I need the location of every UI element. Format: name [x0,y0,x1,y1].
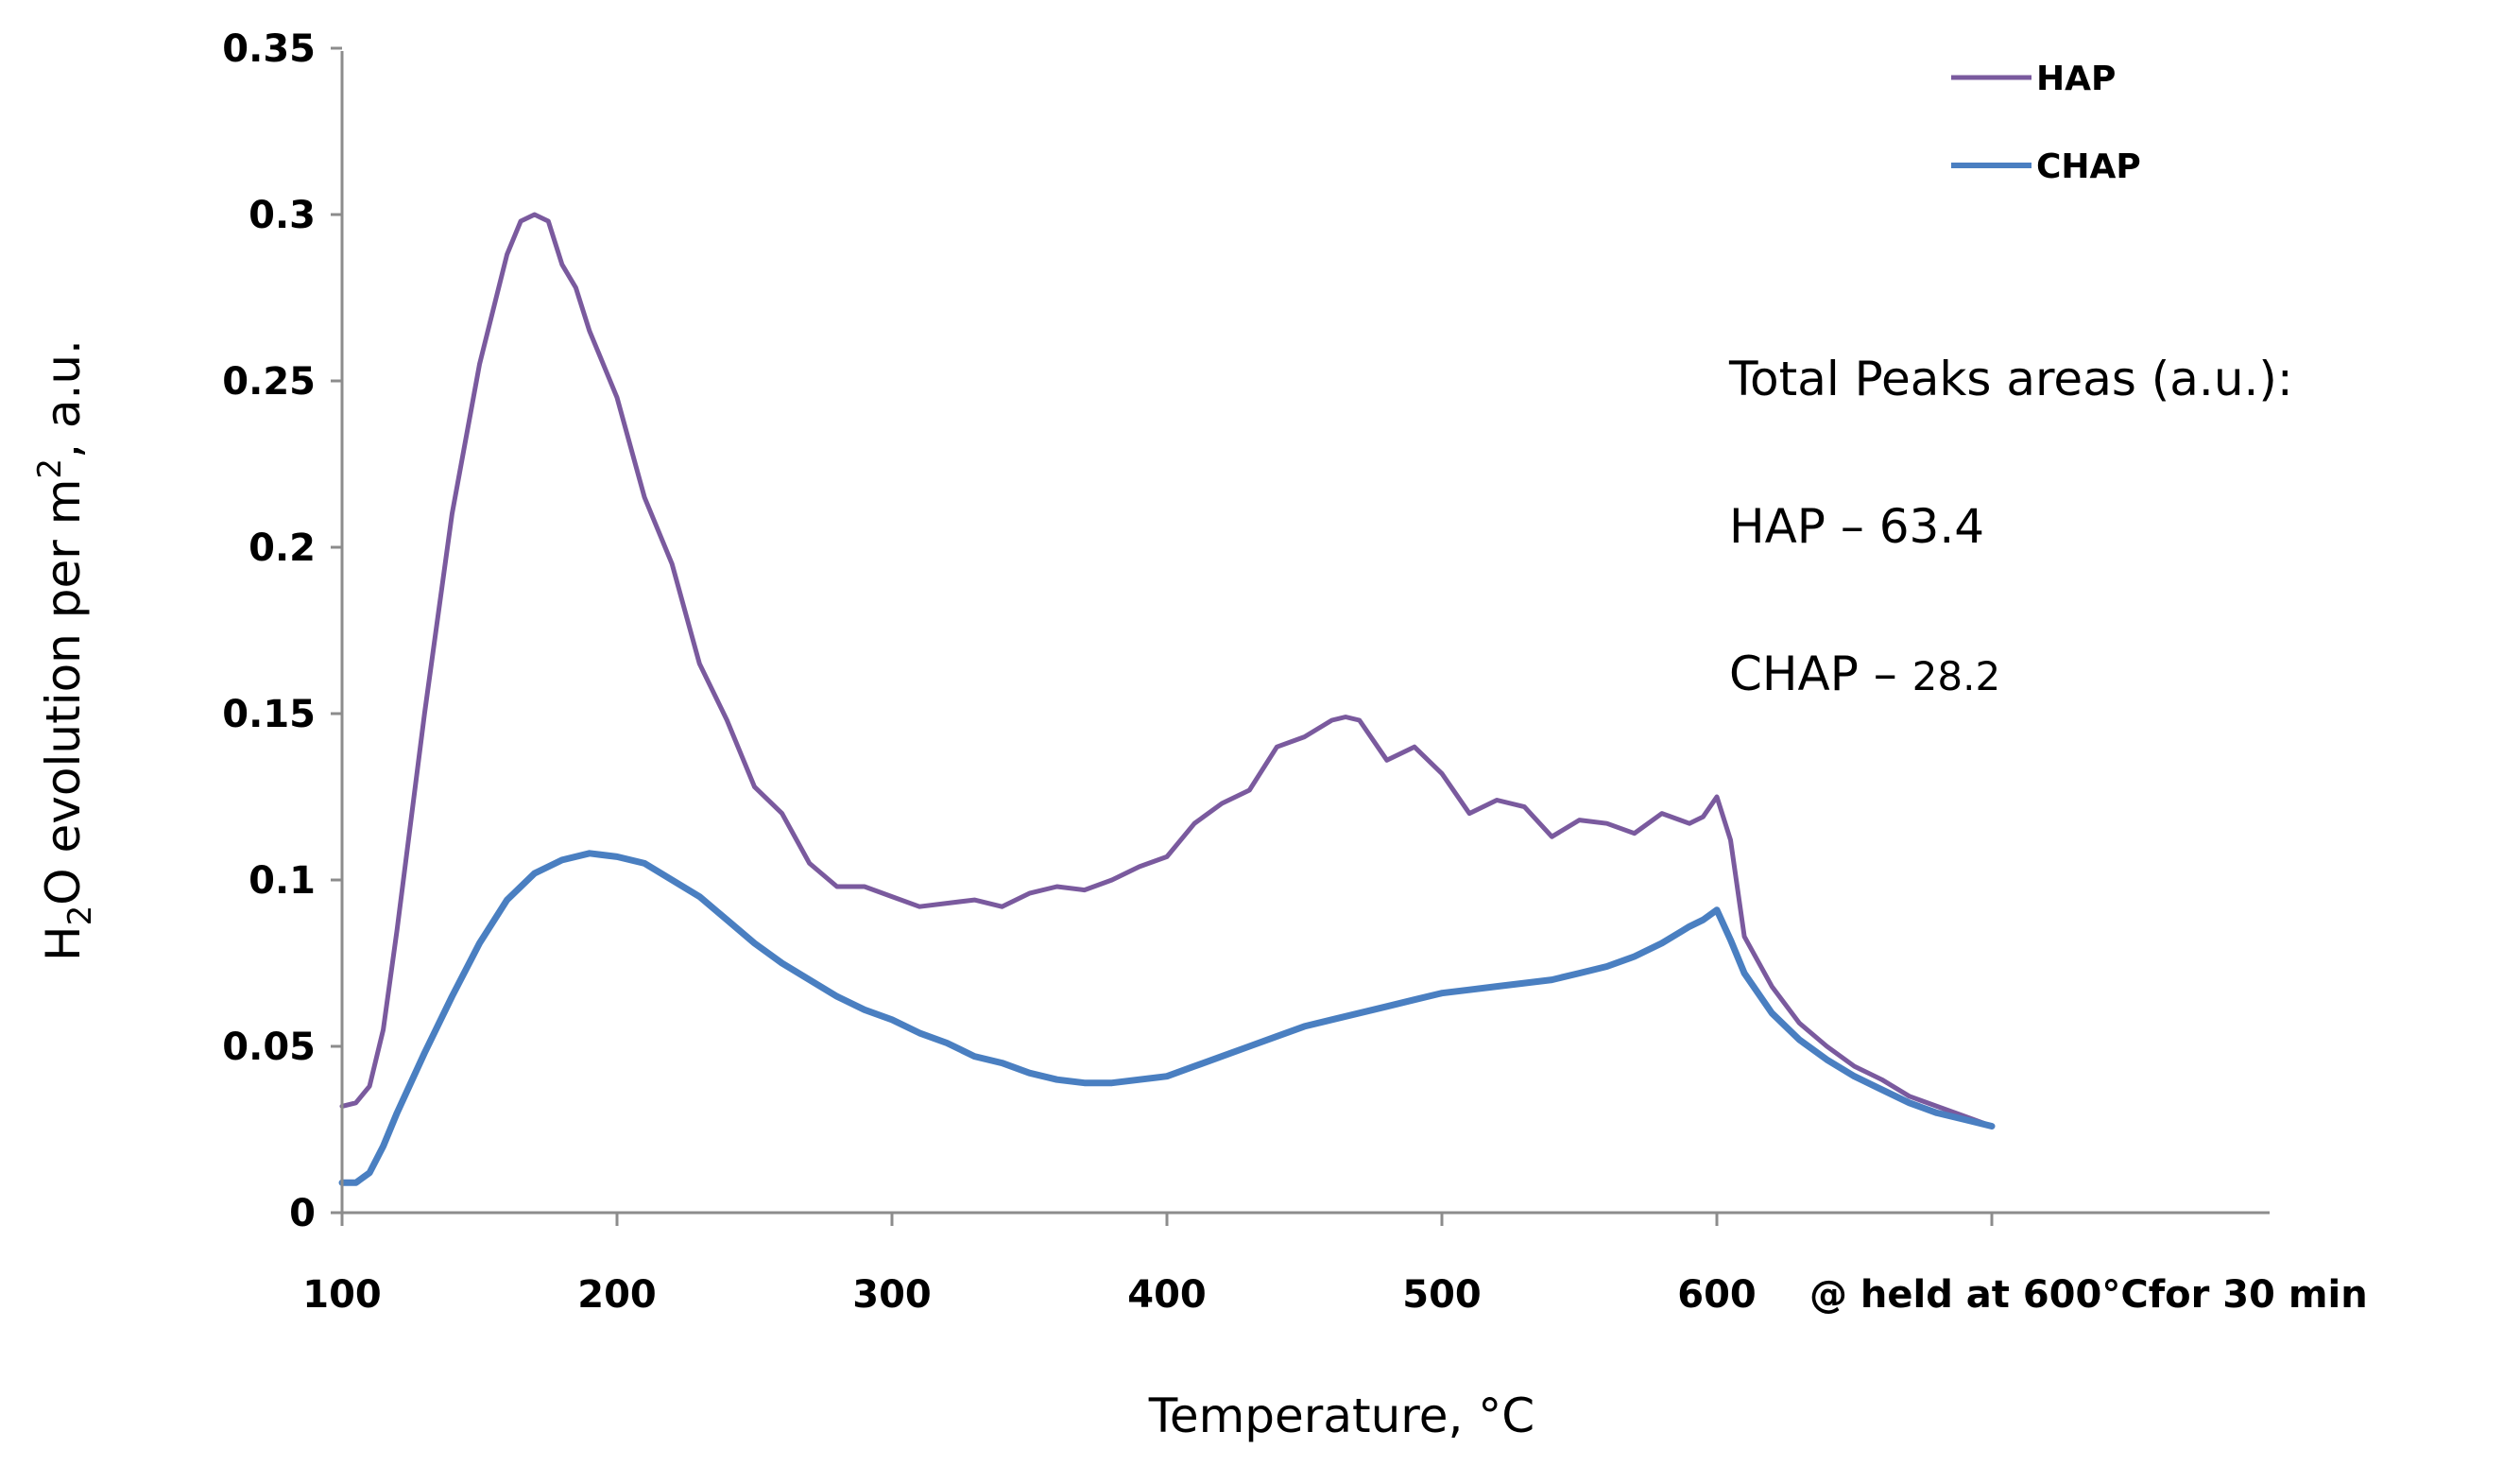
x-tick-label: 200 [577,1273,657,1317]
y-axis-title-sup: 2 [31,458,69,479]
y-axis-title-part-2: O evolution per m [36,479,91,905]
plot-area [338,212,1996,1186]
legend-label-chap: CHAP [2036,147,2141,186]
x-tick-label: 500 [1402,1273,1482,1317]
y-axis-title: H2O evolution per m2, a.u. [31,339,99,961]
series-line-hap [339,212,1995,1129]
y-tick-label: 0.25 [222,360,316,404]
annotation-hap-value: 63.4 [1879,499,1984,554]
y-tick-label: 0.1 [249,859,316,903]
annotation-chap: CHAP – 28.2 [1729,647,2000,701]
annotation-heading: Total Peaks areas (a.u.): [1728,352,2293,406]
annotation-box: Total Peaks areas (a.u.): HAP – 63.4 CHA… [1728,352,2293,701]
y-axis-title-part-1: H [36,925,91,961]
y-axis-title-sub: 2 [61,905,99,926]
x-axis-title: Temperature, °C [1148,1388,1534,1443]
annotation-hap: HAP – 63.4 [1729,499,1984,554]
y-axis-ticks: 0 0.05 0.1 0.15 0.2 0.25 0.3 0.35 [222,27,342,1235]
annotation-hap-name: HAP – [1729,499,1879,554]
x-tick-label: 400 [1127,1273,1207,1317]
annotation-chap-value: 28.2 [1912,653,2001,699]
y-tick-label: 0.15 [222,693,316,736]
x-tick-label: 600 [1677,1273,1757,1317]
y-tick-label: 0.35 [222,27,316,71]
legend: HAP CHAP [1951,60,2141,186]
y-axis-title-part-3: , a.u. [36,339,91,458]
annotation-chap-name: CHAP – [1729,647,1912,701]
x-tick-label: 300 [852,1273,932,1317]
y-tick-label: 0.2 [249,526,316,570]
y-tick-label: 0.05 [222,1026,316,1069]
y-tick-label: 0 [289,1192,316,1235]
legend-label-hap: HAP [2036,60,2116,98]
x-tick-extra-label: @ held at 600°Cfor 30 min [1809,1273,2368,1317]
series-line-chap [338,850,1996,1186]
x-tick-label: 100 [302,1273,382,1317]
y-tick-label: 0.3 [249,194,316,237]
x-axis-ticks: 100 200 300 400 500 600 [302,1213,1994,1317]
